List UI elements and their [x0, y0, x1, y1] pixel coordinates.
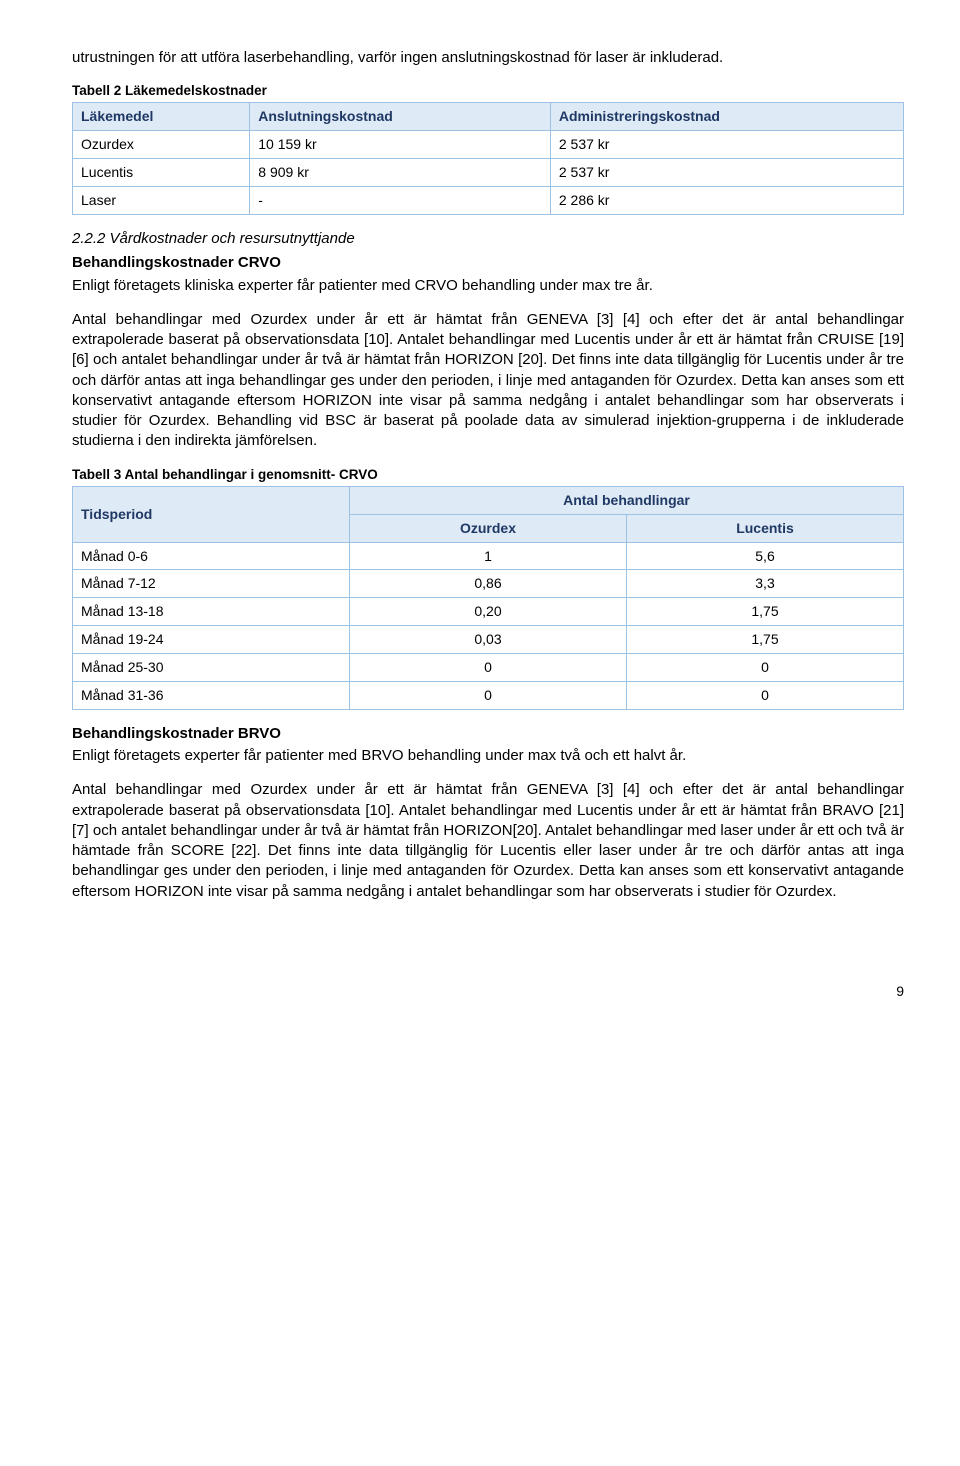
table3-h-lucentis: Lucentis — [627, 514, 904, 542]
cell: 0,20 — [350, 598, 627, 626]
table-row: Ozurdex 10 159 kr 2 537 kr — [73, 131, 904, 159]
cell: Ozurdex — [73, 131, 250, 159]
brvo-subheading: Behandlingskostnader BRVO — [72, 724, 904, 744]
table2-caption: Tabell 2 Läkemedelskostnader — [72, 82, 904, 100]
cell: Lucentis — [73, 159, 250, 187]
cell: 10 159 kr — [250, 131, 551, 159]
cell: 2 537 kr — [550, 131, 903, 159]
table2-header-row: Läkemedel Anslutningskostnad Administrer… — [73, 103, 904, 131]
table-row: Månad 13-18 0,20 1,75 — [73, 598, 904, 626]
table3-header-row1: Tidsperiod Antal behandlingar — [73, 486, 904, 514]
cell: 1,75 — [627, 626, 904, 654]
cell: Månad 31-36 — [73, 681, 350, 709]
cell: Månad 7-12 — [73, 570, 350, 598]
cell: 3,3 — [627, 570, 904, 598]
table3-h-group: Antal behandlingar — [350, 486, 904, 514]
crvo-p1: Enligt företagets kliniska experter får … — [72, 276, 904, 296]
table-row: Månad 19-24 0,03 1,75 — [73, 626, 904, 654]
brvo-p1: Enligt företagets experter får patienter… — [72, 746, 904, 766]
crvo-p2: Antal behandlingar med Ozurdex under år … — [72, 310, 904, 452]
table3-caption: Tabell 3 Antal behandlingar i genomsnitt… — [72, 466, 904, 484]
section-title: Vårdkostnader och resursutnyttjande — [110, 230, 355, 247]
intro-paragraph: utrustningen för att utföra laserbehandl… — [72, 48, 904, 68]
table2-h2: Anslutningskostnad — [250, 103, 551, 131]
brvo-p2: Antal behandlingar med Ozurdex under år … — [72, 780, 904, 902]
table2: Läkemedel Anslutningskostnad Administrer… — [72, 102, 904, 215]
cell: 1,75 — [627, 598, 904, 626]
table3: Tidsperiod Antal behandlingar Ozurdex Lu… — [72, 486, 904, 710]
cell: 0 — [350, 681, 627, 709]
cell: 0 — [627, 654, 904, 682]
cell: 0 — [627, 681, 904, 709]
cell: Månad 0-6 — [73, 542, 350, 570]
crvo-subheading: Behandlingskostnader CRVO — [72, 253, 904, 273]
cell: 5,6 — [627, 542, 904, 570]
cell: 1 — [350, 542, 627, 570]
cell: Månad 19-24 — [73, 626, 350, 654]
page-number: 9 — [72, 982, 904, 1001]
cell: 0,86 — [350, 570, 627, 598]
section-222-heading: 2.2.2 Vårdkostnader och resursutnyttjand… — [72, 229, 904, 249]
table-row: Månad 0-6 1 5,6 — [73, 542, 904, 570]
table2-h3: Administreringskostnad — [550, 103, 903, 131]
cell: 2 286 kr — [550, 187, 903, 215]
cell: 2 537 kr — [550, 159, 903, 187]
table3-h-ozurdex: Ozurdex — [350, 514, 627, 542]
cell: Månad 13-18 — [73, 598, 350, 626]
cell: Månad 25-30 — [73, 654, 350, 682]
table2-h1: Läkemedel — [73, 103, 250, 131]
cell: - — [250, 187, 551, 215]
table-row: Månad 31-36 0 0 — [73, 681, 904, 709]
cell: 0,03 — [350, 626, 627, 654]
table-row: Månad 7-12 0,86 3,3 — [73, 570, 904, 598]
table3-h-period: Tidsperiod — [73, 486, 350, 542]
table-row: Månad 25-30 0 0 — [73, 654, 904, 682]
section-number: 2.2.2 — [72, 230, 110, 247]
table-row: Lucentis 8 909 kr 2 537 kr — [73, 159, 904, 187]
cell: Laser — [73, 187, 250, 215]
cell: 8 909 kr — [250, 159, 551, 187]
cell: 0 — [350, 654, 627, 682]
table-row: Laser - 2 286 kr — [73, 187, 904, 215]
